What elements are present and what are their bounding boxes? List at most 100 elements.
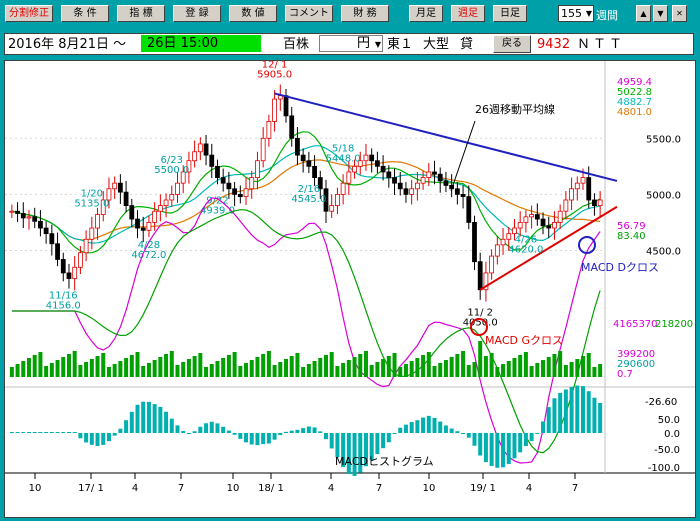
x-tick-label: 18/ 1 [258, 483, 284, 494]
candle-body [129, 205, 135, 220]
financials-button[interactable]: 財 務 [341, 5, 389, 22]
values-button[interactable]: 数 値 [229, 5, 277, 22]
candle-body [220, 177, 226, 184]
macd-hist-bar [552, 398, 557, 433]
volume-bar [135, 352, 140, 377]
macd-hist-bar [535, 433, 540, 434]
macd-signal-label: 83.40 [617, 231, 646, 242]
macd-hist-bar [546, 407, 551, 433]
conditions-button[interactable]: 条 件 [61, 5, 109, 22]
macd-hist-bar [55, 432, 60, 433]
macd-hist-bar [415, 420, 420, 433]
volume-bar [169, 351, 174, 377]
volume-bar [569, 362, 574, 377]
macd-hist-bar [432, 417, 437, 433]
candle-body [192, 151, 198, 162]
annotation-value: 4545.0 [291, 194, 326, 205]
candle-body [100, 199, 106, 215]
macd-hist-bar [135, 404, 140, 433]
volume-bar [489, 353, 494, 377]
comment-button[interactable]: コメント [285, 5, 333, 22]
macd-hist-bar [409, 422, 414, 433]
volume-bar [546, 357, 551, 377]
volume-bar [266, 351, 271, 377]
candle-body [323, 188, 329, 212]
candle-body [477, 261, 483, 291]
macd-hist-bar [518, 433, 523, 453]
currency-select[interactable]: 円 ▼ [319, 35, 383, 52]
close-icon[interactable]: ✕ [672, 5, 687, 22]
annotation-date: 5/18 [332, 144, 354, 155]
volume-bar [124, 358, 129, 377]
candle-body [169, 193, 175, 201]
arrow-down-icon[interactable]: ▼ [653, 5, 668, 22]
back-button[interactable]: 戻る [493, 35, 531, 53]
hist-tick-label: -26.60 [645, 397, 677, 408]
candle-body [517, 222, 523, 229]
arrow-up-icon[interactable]: ▲ [636, 5, 651, 22]
candle-body [295, 137, 300, 156]
volume-label-left: 4165370 [613, 319, 658, 330]
daily-button[interactable]: 日足 [493, 5, 527, 22]
candle-body [592, 199, 597, 207]
candle-body [135, 218, 140, 229]
macd-hist-bar [49, 432, 54, 433]
volume-bar [318, 358, 323, 377]
volume-bar [272, 365, 277, 377]
macd-hist-bar [198, 426, 203, 433]
macd-hist-bar [421, 417, 426, 433]
candle-body [117, 182, 123, 193]
annotation-value: 5905.0 [257, 70, 292, 81]
volume-bar [381, 359, 386, 377]
annotation-date: 9/22 [206, 195, 228, 206]
candle-body [432, 171, 437, 175]
date-to: 26日 15:00 [141, 35, 261, 52]
split-adjust-button[interactable]: 分割修正 [5, 5, 53, 22]
x-tick-label: 10 [29, 483, 42, 494]
volume-bar [232, 352, 237, 377]
volume-bar [306, 364, 311, 377]
macd-hist-bar [558, 392, 563, 433]
volume-bar [369, 365, 374, 377]
macd-hist-bar [375, 433, 380, 455]
period-select[interactable]: 155 ▼ [558, 5, 594, 22]
macd-hist-bar [592, 397, 597, 433]
register-button[interactable]: 登 録 [173, 5, 221, 22]
macd-hist-bar [323, 433, 328, 440]
volume-bar [455, 354, 460, 377]
volume-bar [386, 356, 391, 377]
volume-bar [552, 354, 557, 377]
macd-hist-bar [426, 415, 431, 433]
dead-cross-marker [578, 236, 596, 254]
candle-body [26, 216, 32, 219]
volume-bar [403, 364, 408, 377]
volume-bar [398, 367, 403, 377]
candle-body [237, 193, 243, 198]
candle-body [306, 160, 312, 167]
candle-body [255, 160, 260, 178]
volume-bar [192, 356, 197, 377]
macd-hist-bar [569, 386, 574, 433]
candle-body [266, 121, 272, 139]
candle-body [563, 199, 569, 212]
macd-hist-bar [221, 426, 226, 433]
candle-body [32, 216, 38, 222]
indicators-button[interactable]: 指 標 [117, 5, 165, 22]
volume-bar [284, 359, 289, 377]
market-label: 東１ [387, 37, 414, 52]
macd-hist-bar [295, 429, 300, 433]
macd-hist-bar [489, 433, 494, 466]
candle-body [369, 154, 375, 162]
macd-hist-bar [335, 433, 340, 458]
volume-bar [261, 354, 266, 377]
macd-hist-bar [124, 420, 129, 433]
period-value: 155 [561, 7, 582, 20]
annotation-value: 4672.0 [131, 250, 166, 261]
candle-body [569, 188, 574, 201]
macd-hist-bar [529, 433, 534, 442]
monthly-button[interactable]: 月足 [409, 5, 443, 22]
annotation-date: 4/28 [138, 240, 160, 251]
weekly-button[interactable]: 週足 [451, 5, 485, 22]
